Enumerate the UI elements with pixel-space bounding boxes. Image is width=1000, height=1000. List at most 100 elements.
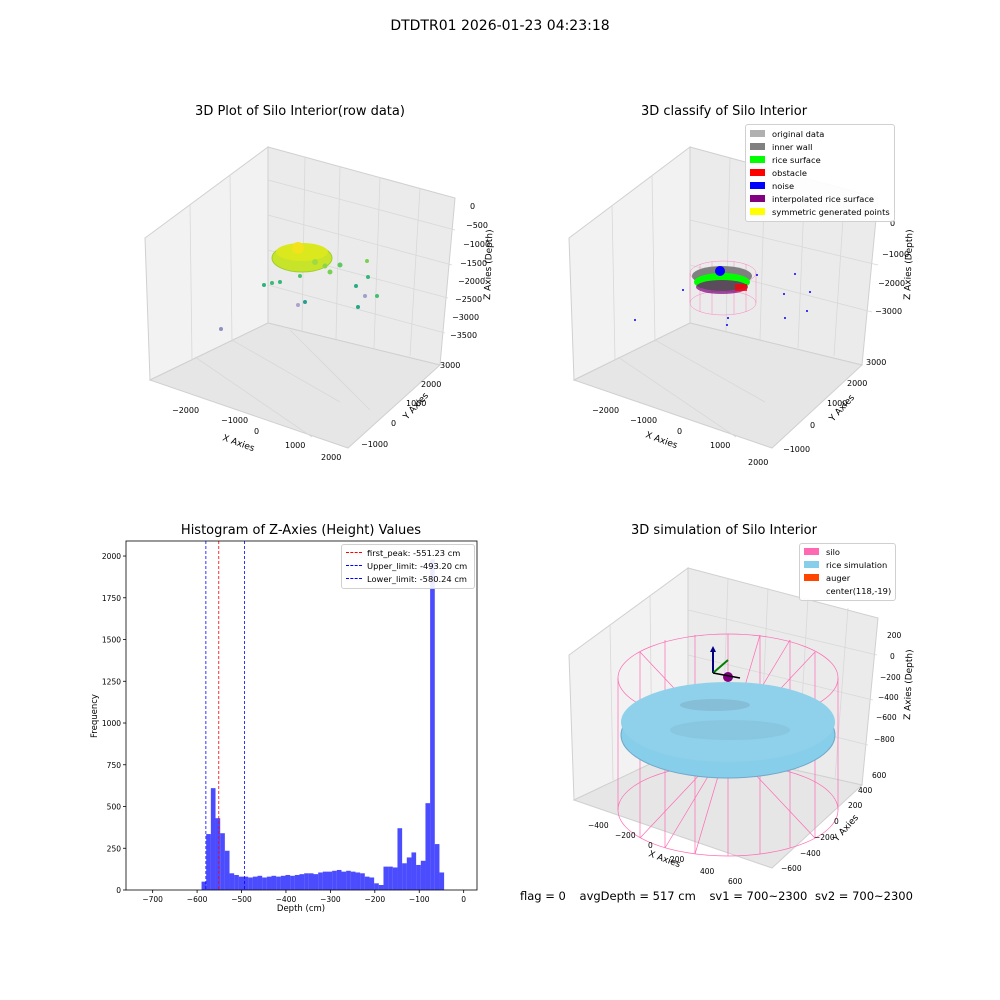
legend-label: auger — [826, 572, 851, 583]
histogram-bar — [276, 876, 281, 890]
histogram-bar — [434, 844, 440, 890]
histogram-ytick-label: 1250 — [102, 677, 121, 686]
legend-swatch — [804, 574, 819, 581]
legend-label: Lower_limit: -580.24 cm — [367, 573, 467, 584]
histogram-ytick-label: 1750 — [102, 594, 121, 603]
legend-label: first_peak: -551.23 cm — [367, 547, 461, 558]
legend-label: inner wall — [772, 141, 813, 152]
legend-item: rice simulation — [800, 558, 895, 571]
histogram-xtick-label: −200 — [365, 895, 386, 904]
histogram-xtick-label: −700 — [142, 895, 163, 904]
histogram-bar — [224, 850, 230, 890]
histogram-bar — [374, 883, 379, 890]
legend-label: noise — [772, 180, 795, 191]
histogram-bar — [360, 873, 365, 890]
histogram-bar — [388, 866, 393, 890]
histogram-bar — [308, 873, 314, 890]
legend-swatch — [804, 548, 819, 555]
histogram-xlabel: Depth (cm) — [277, 904, 325, 914]
histogram-bar — [271, 875, 277, 890]
histogram-ytick-label: 2000 — [102, 552, 121, 561]
histogram-ylabel: Frequency — [90, 694, 100, 738]
histogram-bar — [355, 872, 361, 890]
histogram-bar — [416, 864, 421, 890]
histogram-bar — [402, 863, 407, 890]
histogram-bar — [420, 860, 426, 890]
histogram-ytick-label: 500 — [107, 803, 122, 812]
histogram-bar — [397, 828, 403, 890]
histogram-bar — [201, 881, 207, 890]
histogram-bar — [425, 803, 431, 890]
histogram-xtick-label: −100 — [409, 895, 430, 904]
flag-text: flag = 0 — [520, 889, 566, 903]
histogram-legend-item: Lower_limit: -580.24 cm — [342, 572, 474, 585]
legend-label: original data — [772, 128, 825, 139]
legend-swatch — [804, 587, 819, 594]
histogram-xtick-label: −400 — [276, 895, 297, 904]
histogram-bar — [332, 870, 337, 890]
histogram-ytick-label: 0 — [116, 886, 121, 895]
histogram-bar — [313, 874, 319, 890]
legend-swatch — [750, 182, 765, 189]
histogram-bar — [336, 869, 342, 890]
legend-dash-line — [346, 565, 362, 566]
sv2-text: sv2 = 700~2300 — [815, 889, 913, 903]
legend-label: symmetric generated points — [772, 206, 890, 217]
histogram-ytick-label: 1000 — [102, 719, 121, 728]
histogram-bar — [406, 857, 412, 890]
histogram-bar — [439, 872, 445, 890]
histogram-bar — [378, 884, 384, 890]
histogram-legend-item: first_peak: -551.23 cm — [342, 546, 474, 559]
histogram-bar — [220, 833, 225, 890]
histogram-bar — [346, 870, 351, 890]
legend-label: rice surface — [772, 154, 821, 165]
histogram-bar — [294, 874, 300, 890]
histogram-bar — [327, 871, 333, 890]
status-footer: flag = 0 avgDepth = 517 cm sv1 = 700~230… — [520, 889, 923, 903]
histogram-bar — [229, 873, 235, 890]
raw-panel-title: 3D Plot of Silo Interior(row data) — [195, 104, 405, 119]
histogram-ytick-label: 250 — [107, 844, 122, 853]
histogram-xtick-label: −600 — [187, 895, 208, 904]
histogram-bar — [350, 871, 356, 890]
histogram-bar — [243, 876, 249, 890]
legend-swatch — [750, 169, 765, 176]
legend-item: obstacle — [746, 166, 894, 179]
histogram-bar — [290, 875, 295, 890]
histogram-legend-item: Upper_limit: -493.20 cm — [342, 559, 474, 572]
classify-panel-title: 3D classify of Silo Interior — [640, 104, 808, 119]
histogram-bar — [252, 876, 258, 890]
histogram-bar — [238, 876, 244, 890]
legend-swatch — [750, 208, 765, 215]
legend-item: rice surface — [746, 153, 894, 166]
histogram-title: Histogram of Z-Axies (Height) Values — [180, 523, 422, 538]
histogram-bar — [430, 559, 435, 890]
legend-swatch — [804, 561, 819, 568]
histogram-bar — [210, 788, 216, 890]
legend-swatch — [750, 130, 765, 137]
legend-label: Upper_limit: -493.20 cm — [367, 560, 468, 571]
histogram-bar — [318, 872, 323, 890]
legend-label: silo — [826, 546, 841, 557]
histogram-ytick-label: 1500 — [102, 636, 121, 645]
histogram-bar — [392, 867, 398, 890]
histogram-bar — [383, 866, 389, 890]
histogram-bar — [206, 834, 211, 890]
histogram-bar — [364, 876, 370, 890]
legend-swatch — [750, 156, 765, 163]
legend-item: inner wall — [746, 140, 894, 153]
histogram-xtick-label: 0 — [461, 895, 466, 904]
legend-label: obstacle — [772, 167, 807, 178]
sv1-text: sv1 = 700~2300 — [709, 889, 808, 903]
histogram-ytick-label: 750 — [107, 761, 122, 770]
histogram-legend: first_peak: -551.23 cm Upper_limit: -493.… — [341, 544, 475, 589]
histogram-bar — [411, 852, 417, 890]
histogram-xtick-label: −300 — [320, 895, 341, 904]
legend-dash-line — [346, 552, 362, 553]
legend-item: silo — [800, 545, 895, 558]
histogram-bar — [285, 874, 291, 890]
legend-item: noise — [746, 179, 894, 192]
legend-swatch — [750, 195, 765, 202]
histogram-xtick-label: −500 — [231, 895, 252, 904]
